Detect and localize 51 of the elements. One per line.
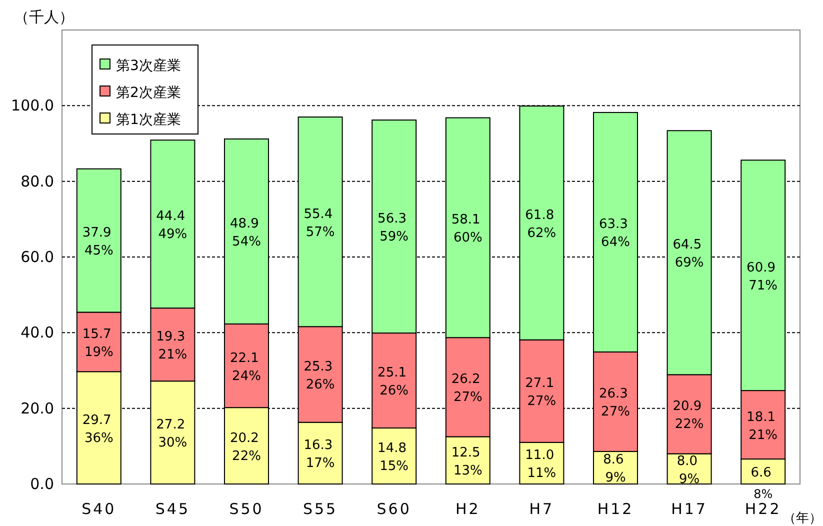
data-label: 61.8 62% xyxy=(525,208,558,241)
data-label: 44.4 49% xyxy=(156,209,190,242)
data-label: 37.9 45% xyxy=(82,226,116,259)
legend-label: 第1次産業 xyxy=(116,112,181,128)
x-tick-label: S45 xyxy=(155,500,190,518)
data-label: 60.9 71% xyxy=(746,260,780,294)
y-tick-label: 0.0 xyxy=(30,475,54,493)
data-label: 55.4 57% xyxy=(304,206,337,240)
data-label: 27.1 27% xyxy=(525,376,558,410)
data-label: 14.8 15% xyxy=(378,441,411,474)
x-tick-label: H2 xyxy=(455,500,480,518)
data-label: 48.9 54% xyxy=(230,216,264,250)
y-axis-title: （千人） xyxy=(14,8,74,26)
y-tick-label: 80.0 xyxy=(20,172,54,190)
data-label: 20.9 22% xyxy=(672,399,706,432)
data-label: 26.2 27% xyxy=(451,372,484,406)
y-tick-label: 100.0 xyxy=(11,96,54,115)
data-label: 16.3 17% xyxy=(304,438,337,472)
x-tick-label: H7 xyxy=(529,500,554,518)
y-tick-label: 60.0 xyxy=(20,248,54,266)
data-label: 19.3 21% xyxy=(156,330,190,363)
x-tick-label: H12 xyxy=(597,500,634,518)
legend-label: 第3次産業 xyxy=(116,58,181,74)
data-label: 58.1 60% xyxy=(451,212,484,246)
y-tick-label: 20.0 xyxy=(20,399,54,418)
x-tick-label: S60 xyxy=(376,500,412,518)
data-label: 25.1 26% xyxy=(378,366,411,399)
data-label: 26.3 27% xyxy=(598,386,632,420)
x-tick-label: S40 xyxy=(82,500,116,518)
data-label: 11.0 11% xyxy=(525,448,558,482)
data-label: 63.3 64% xyxy=(598,217,632,250)
x-tick-label: S55 xyxy=(302,500,338,518)
data-label: 6.6 8% xyxy=(750,466,776,501)
data-label: 18.1 21% xyxy=(746,410,780,443)
data-label: 64.5 69% xyxy=(672,238,706,271)
x-tick-label: H22 xyxy=(744,500,782,518)
data-label: 15.7 19% xyxy=(82,326,116,360)
data-label: 22.1 24% xyxy=(230,350,264,384)
data-label: 27.2 30% xyxy=(156,418,190,451)
x-tick-label: S50 xyxy=(229,500,264,518)
data-label: 12.5 13% xyxy=(451,445,484,478)
data-label: 56.3 59% xyxy=(378,212,411,245)
x-tick-label: H17 xyxy=(671,500,708,518)
y-tick-label: 40.0 xyxy=(20,324,54,342)
legend-label: 第2次産業 xyxy=(116,85,181,101)
data-label: 8.0 9% xyxy=(676,454,702,487)
x-axis-title: （年） xyxy=(783,511,822,526)
data-label: 25.3 26% xyxy=(304,359,337,392)
data-label: 29.7 36% xyxy=(82,412,116,446)
data-label: 20.2 22% xyxy=(230,430,264,464)
data-label: 8.6 9% xyxy=(603,452,628,486)
